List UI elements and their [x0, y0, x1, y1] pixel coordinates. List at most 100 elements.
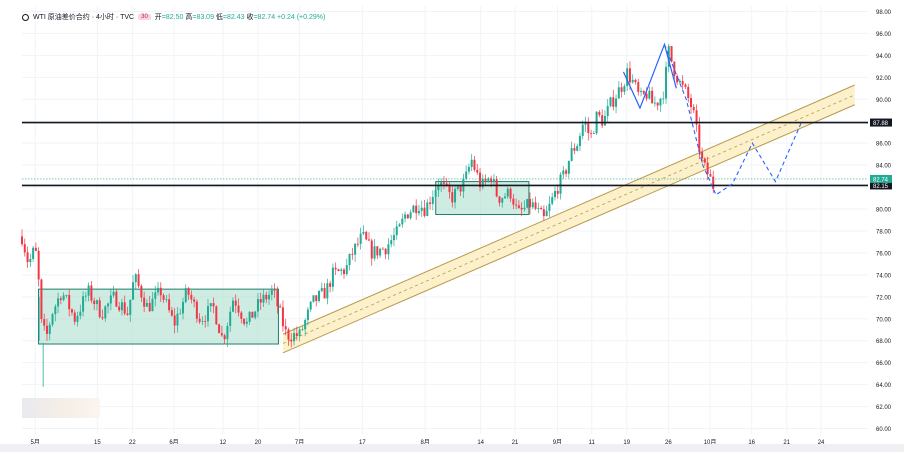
candlesticks: [21, 43, 715, 387]
channel-upper-line: [282, 84, 855, 335]
candle-body: [312, 295, 315, 302]
candle-body: [504, 196, 507, 199]
candle-body: [87, 285, 90, 296]
candle-body: [284, 326, 287, 330]
candle-body: [451, 192, 454, 203]
candle-body: [245, 321, 248, 324]
grid: [22, 6, 868, 434]
candle-body: [687, 86, 690, 99]
candle-body: [645, 93, 648, 99]
price-tick-label: 70.00: [876, 317, 892, 323]
candle-body: [587, 123, 590, 134]
candle-body: [520, 207, 523, 210]
candle-body: [68, 294, 71, 310]
candle-body: [540, 207, 543, 210]
projection-path: [622, 42, 803, 196]
interval-badge[interactable]: 30: [138, 14, 151, 20]
candle-body: [37, 250, 40, 280]
symbol-title[interactable]: WTI 原油差价合约 · 4小时 · TVC: [33, 14, 135, 21]
candle-body: [287, 329, 290, 340]
candle-body: [279, 306, 282, 308]
candle-body: [45, 325, 48, 334]
candle-body: [337, 269, 340, 271]
candle-body: [620, 87, 623, 92]
candle-body: [404, 214, 407, 219]
candle-body: [159, 287, 162, 296]
candle-body: [298, 329, 301, 337]
candle-body: [343, 269, 346, 274]
candle-body: [340, 269, 343, 271]
candle-body: [315, 295, 318, 302]
candle-body: [115, 291, 118, 307]
level-price-tag-bg: [870, 181, 892, 190]
candle-body: [187, 288, 190, 295]
candle-body: [95, 300, 98, 305]
candle-body: [362, 231, 365, 234]
candle-body: [631, 79, 634, 83]
candle-body: [256, 299, 259, 312]
candle-body: [429, 202, 432, 204]
candle-body: [470, 159, 473, 168]
time-tick-label: 26: [665, 440, 672, 446]
candle-body: [448, 184, 451, 193]
candle-body: [537, 207, 540, 209]
candle-body: [82, 296, 85, 312]
price-tick-label: 64.00: [876, 383, 892, 389]
candle-body: [34, 247, 37, 251]
candle-body: [615, 98, 618, 107]
time-axis[interactable]: 5月 15 22 6月 12 20 7月 17 8月 14 21 9月 11 19 26 10月 16 21 24: [31, 439, 826, 446]
candle-body: [467, 167, 470, 172]
candle-body: [695, 110, 698, 125]
candle-body: [109, 295, 112, 304]
candle-body: [609, 97, 612, 107]
candle-body: [182, 301, 185, 314]
candle-body: [526, 199, 529, 208]
candle-body: [104, 306, 107, 319]
candle-body: [637, 82, 640, 92]
candle-body: [90, 285, 93, 301]
level-price-tag: 82.15: [873, 184, 889, 190]
candle-body: [678, 80, 681, 83]
candle-body: [498, 196, 501, 203]
time-tick-label: 6月: [169, 439, 178, 446]
candle-body: [412, 205, 415, 213]
candle-body: [173, 315, 176, 326]
channel-lower-line: [282, 104, 855, 354]
price-axis[interactable]: 98.0096.0094.0092.0090.0088.0086.0084.00…: [870, 10, 892, 433]
candle-body: [229, 311, 232, 327]
candle-body: [379, 248, 382, 256]
candle-body: [642, 90, 645, 94]
candle-body: [617, 87, 620, 99]
candle-body: [551, 197, 554, 204]
candle-body: [545, 210, 548, 217]
candle-body: [126, 313, 129, 315]
candle-body: [698, 124, 701, 152]
candle-body: [231, 300, 234, 312]
candle-body: [459, 185, 462, 192]
candle-body: [578, 135, 581, 146]
price-tick-label: 60.00: [876, 427, 892, 433]
candle-body: [304, 320, 307, 330]
candle-body: [301, 329, 304, 331]
horizontal-levels[interactable]: [22, 121, 868, 187]
candle-body: [415, 205, 418, 214]
time-tick-label: 12: [220, 440, 227, 446]
candle-body: [51, 314, 54, 325]
candle-body: [112, 291, 115, 296]
level-price-tag-bg: [870, 118, 892, 127]
candle-body: [581, 124, 584, 136]
time-tick-label: 8月: [421, 439, 430, 446]
time-tick-label: 10月: [704, 439, 717, 446]
candle-body: [334, 267, 337, 270]
time-tick-label: 5月: [31, 439, 40, 446]
candle-body: [665, 66, 668, 99]
price-tick-label: 92.00: [876, 76, 892, 82]
candle-body: [318, 291, 321, 302]
candle-body: [481, 178, 484, 188]
price-tick-label: 66.00: [876, 361, 892, 367]
candle-body: [262, 294, 265, 303]
candle-body: [603, 116, 606, 126]
candle-body: [254, 311, 257, 318]
candle-body: [76, 315, 79, 322]
